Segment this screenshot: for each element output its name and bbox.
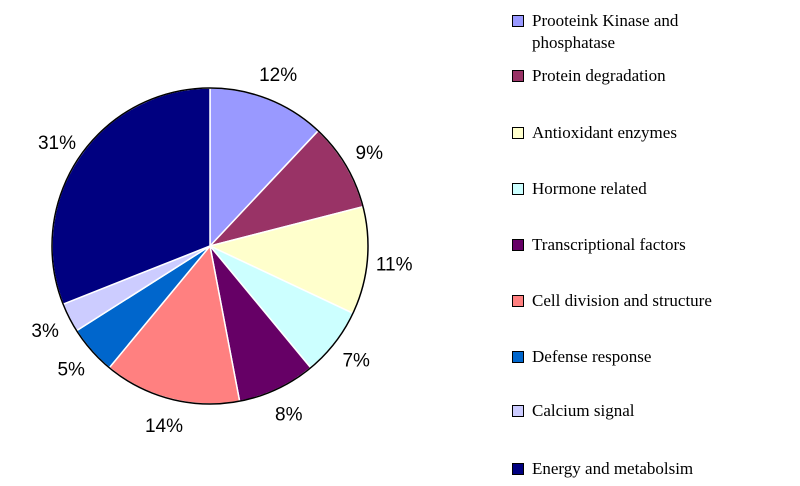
pie-label-5: 14% xyxy=(145,416,183,437)
legend-label-defense-response: Defense response xyxy=(532,347,652,366)
pie-label-2: 11% xyxy=(376,254,413,275)
legend-swatch-defense-response xyxy=(512,351,524,363)
legend-label-transcriptional-factors: Transcriptional factors xyxy=(532,235,686,254)
pie-label-6: 5% xyxy=(57,359,85,380)
legend-item-defense-response: Defense response xyxy=(512,346,800,368)
legend-item-antioxidant-enzymes: Antioxidant enzymes xyxy=(512,122,800,144)
legend-label-cell-division: Cell division and structure xyxy=(532,291,712,310)
legend-swatch-calcium-signal xyxy=(512,405,524,417)
legend-label-antioxidant-enzymes: Antioxidant enzymes xyxy=(532,123,677,142)
legend-label-energy-metabolism: Energy and metabolsim xyxy=(532,459,694,478)
pie-label-4: 8% xyxy=(275,404,303,425)
pie-label-3: 7% xyxy=(342,350,370,371)
legend-item-transcriptional-factors: Transcriptional factors xyxy=(512,234,800,256)
pie-label-1: 9% xyxy=(356,143,384,164)
pie-outline xyxy=(51,87,369,405)
legend-item-protein-kinase: Prooteink Kinase and phosphatase xyxy=(512,10,800,54)
legend-swatch-transcriptional-factors xyxy=(512,239,524,251)
legend-swatch-hormone-related xyxy=(512,183,524,195)
legend-item-hormone-related: Hormone related xyxy=(512,178,800,200)
pie-label-7: 3% xyxy=(31,321,59,342)
legend-swatch-protein-degradation xyxy=(512,70,524,82)
pie-label-8: 31% xyxy=(38,133,76,154)
legend-label-hormone-related: Hormone related xyxy=(532,179,647,198)
legend-swatch-protein-kinase xyxy=(512,15,524,27)
legend-label-protein-degradation: Protein degradation xyxy=(532,66,666,85)
legend-item-cell-division: Cell division and structure xyxy=(512,290,800,312)
legend-item-calcium-signal: Calcium signal xyxy=(512,400,800,422)
legend-item-protein-degradation: Protein degradation xyxy=(512,65,800,87)
pie-label-0: 12% xyxy=(259,65,297,86)
legend-label-calcium-signal: Calcium signal xyxy=(532,401,635,420)
legend-item-energy-metabolism: Energy and metabolsim xyxy=(512,458,800,480)
legend-swatch-antioxidant-enzymes xyxy=(512,127,524,139)
legend-swatch-cell-division xyxy=(512,295,524,307)
legend-label-protein-kinase: Prooteink Kinase and phosphatase xyxy=(532,11,679,52)
legend-swatch-energy-metabolism xyxy=(512,463,524,475)
